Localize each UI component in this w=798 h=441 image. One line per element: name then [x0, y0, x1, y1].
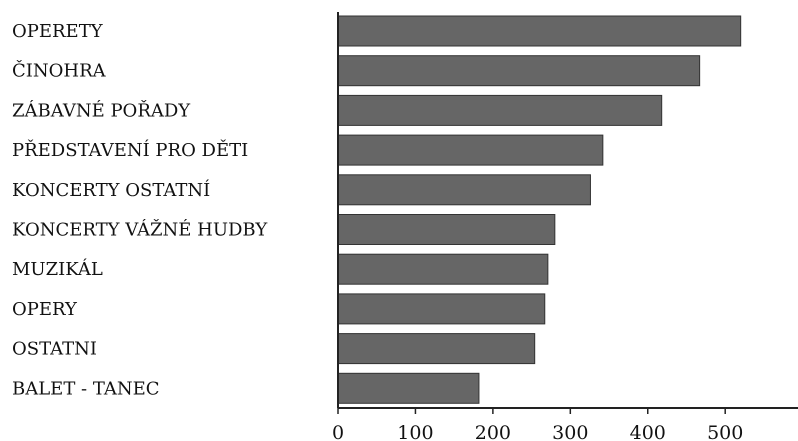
category-label: OPERETY: [12, 21, 104, 42]
x-tick-label: 300: [552, 422, 588, 441]
bar: [337, 293, 546, 325]
x-tick-label: 400: [630, 422, 666, 441]
x-tick-label: 100: [397, 422, 433, 441]
x-tick-label: 0: [332, 422, 344, 441]
bar: [337, 15, 742, 47]
bar: [337, 94, 663, 126]
category-label: ČINOHRA: [12, 59, 107, 82]
category-labels: OPERETY ČINOHRA ZÁBAVNÉ POŘADY PŘEDSTAVENÍ …: [12, 21, 268, 399]
category-label: KONCERTY OSTATNÍ: [12, 178, 210, 201]
category-label: KONCERTY VÁŽNÉ HUDBY: [12, 218, 268, 241]
x-tick-label: 200: [475, 422, 511, 441]
bar: [337, 333, 536, 365]
bar: [337, 372, 480, 404]
x-axis-ticks: 0 100 200 300 400 500: [332, 408, 743, 441]
bar: [337, 174, 591, 206]
category-label: OPERY: [12, 299, 78, 320]
category-label: PŘEDSTAVENÍ PRO DĚTI: [12, 138, 248, 161]
bar: [337, 55, 701, 87]
category-label: ZÁBAVNÉ POŘADY: [12, 98, 191, 121]
category-label: BALET - TANEC: [12, 378, 160, 399]
x-tick-label: 500: [707, 422, 743, 441]
axes: [337, 12, 798, 409]
category-label: MUZIKÁL: [12, 257, 103, 280]
bar: [337, 134, 604, 166]
bar: [337, 253, 549, 285]
category-label: OSTATNI: [12, 339, 97, 360]
bar: [337, 214, 556, 245]
bars-layer: [337, 15, 742, 404]
